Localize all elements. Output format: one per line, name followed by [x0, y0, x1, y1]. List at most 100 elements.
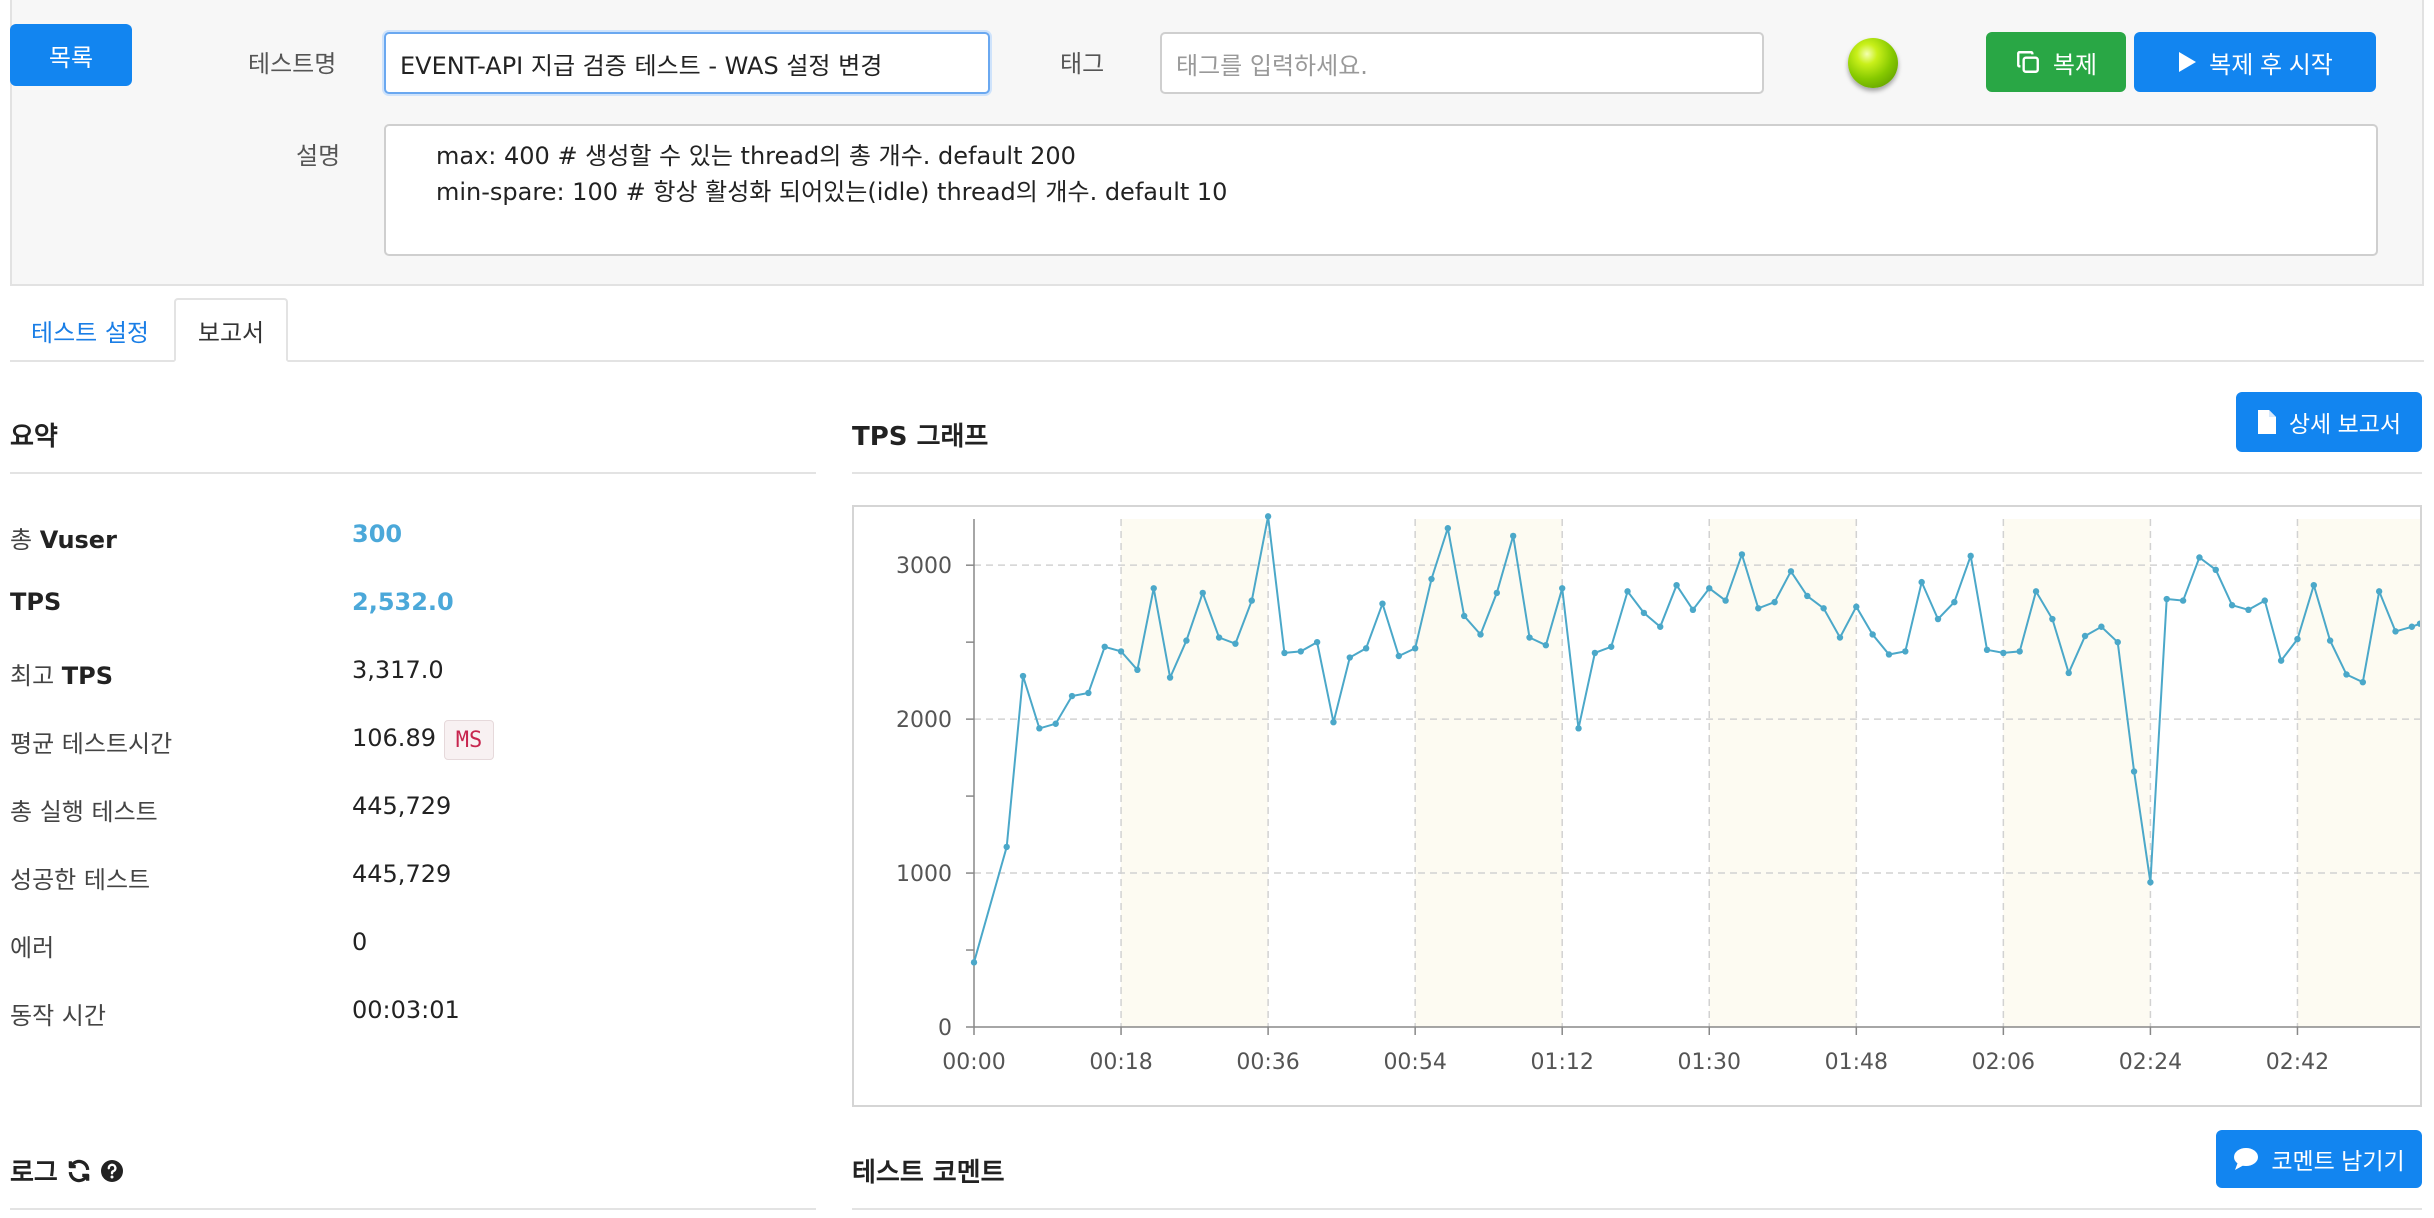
tps-data-point	[1689, 606, 1697, 614]
tps-data-point	[1346, 654, 1353, 661]
tps-data-point	[1934, 615, 1942, 623]
tab-label: 보고서	[197, 318, 265, 347]
tps-data-point	[1085, 689, 1092, 697]
tps-data-point	[2326, 637, 2334, 644]
summary-title: 요약	[10, 422, 58, 452]
tps-data-point	[2130, 768, 2138, 775]
tps-data-point	[1853, 603, 1860, 610]
clone-button[interactable]: 복제	[1986, 32, 2126, 92]
tps-data-point	[1542, 642, 1550, 649]
log-divider	[10, 1208, 816, 1210]
tps-divider	[852, 472, 2422, 474]
help-icon[interactable]	[100, 1159, 124, 1183]
detail-report-button[interactable]: 상세 보고서	[2236, 392, 2422, 452]
tps-data-point	[2245, 606, 2252, 614]
tps-data-point	[1395, 652, 1403, 660]
tps-data-point	[1967, 552, 1974, 560]
tps-data-point	[2310, 581, 2317, 589]
tps-data-point	[1755, 605, 1762, 612]
summary-label: 총 Vuser	[10, 520, 117, 555]
x-tick-label: 02:42	[2266, 1050, 2329, 1075]
tps-data-point	[2081, 632, 2089, 640]
tps-data-point	[1411, 645, 1419, 652]
tag-input[interactable]: 태그를 입력하세요.	[1160, 32, 1764, 94]
tps-data-point	[2196, 554, 2203, 561]
detail-report-label: 상세 보고서	[2288, 411, 2402, 437]
x-tick-label: 02:24	[2119, 1050, 2182, 1075]
tps-data-point	[1019, 672, 1027, 680]
tps-chart: 0 1000 2000 3000 00:00 00:18 00:36 00:54 01:12 01…	[852, 505, 2422, 1107]
tps-data-point	[2408, 623, 2416, 630]
tps-data-point	[2277, 657, 2285, 664]
tps-data-point	[1117, 648, 1125, 655]
list-button[interactable]: 목록	[10, 24, 132, 86]
play-icon	[2179, 52, 2197, 72]
tps-data-point	[2212, 566, 2219, 573]
summary-label: 총 실행 테스트	[10, 792, 158, 827]
tps-data-point	[1673, 581, 1680, 589]
tps-data-point	[2261, 597, 2268, 604]
test-name-input[interactable]: EVENT-API 지급 검증 테스트 - WAS 설정 변경	[384, 32, 990, 94]
test-name-label: 테스트명	[248, 50, 337, 78]
tps-data-point	[1869, 631, 1876, 638]
tps-data-point	[2098, 623, 2105, 630]
tps-data-point	[1836, 634, 1844, 641]
tps-data-point	[1738, 551, 1746, 558]
tps-data-point	[1902, 648, 1909, 655]
tps-data-point	[1460, 612, 1468, 620]
summary-label-text: 총	[10, 526, 40, 554]
clone-and-start-label: 복제 후 시작	[2209, 51, 2333, 79]
tag-label: 태그	[1060, 50, 1105, 78]
plot-band	[2150, 519, 2298, 1027]
tps-data-point	[1820, 605, 1827, 612]
tps-data-point	[1444, 525, 1452, 532]
tps-data-point	[1330, 719, 1337, 726]
summary-label: TPS	[10, 588, 61, 616]
plot-band	[1268, 519, 1416, 1027]
tps-data-point	[1134, 666, 1141, 674]
tps-data-point	[1052, 720, 1059, 727]
tps-data-point	[1150, 585, 1157, 592]
tps-data-point	[1624, 588, 1631, 595]
tps-data-point	[2147, 879, 2154, 886]
summary-label-text: 성공한 테스트	[10, 866, 151, 894]
comment-icon	[2234, 1148, 2259, 1170]
summary-label-text: 평균 테스트시간	[10, 730, 173, 758]
summary-value: 00:03:01	[352, 996, 460, 1024]
tab-bar-divider	[10, 360, 2424, 362]
tps-data-point	[1509, 532, 1517, 540]
summary-label: 동작 시간	[10, 996, 106, 1031]
leave-comment-button[interactable]: 코멘트 남기기	[2216, 1130, 2422, 1188]
x-tick-label: 01:30	[1678, 1050, 1741, 1075]
refresh-icon[interactable]	[66, 1158, 92, 1184]
tps-data-point	[2359, 678, 2367, 686]
plot-band	[1562, 519, 1710, 1027]
test-comment-title: 테스트 코멘트	[852, 1158, 1005, 1188]
tps-data-point	[1199, 589, 1206, 597]
tps-data-point	[2228, 602, 2236, 609]
tps-data-point	[2343, 671, 2350, 678]
x-tick-label: 00:36	[1236, 1050, 1299, 1075]
description-textarea[interactable]: max: 400 # 생성할 수 있는 thread의 총 개수. defaul…	[384, 124, 2378, 256]
summary-value: 445,729	[352, 860, 452, 888]
tab-report[interactable]: 보고서	[174, 298, 288, 362]
tps-data-point	[2375, 588, 2383, 595]
y-tick-label: 1000	[896, 862, 952, 887]
tps-data-point	[1983, 646, 1991, 654]
summary-divider	[10, 472, 816, 474]
tps-data-point	[2294, 635, 2301, 643]
summary-label-text: 동작 시간	[10, 1002, 106, 1030]
tps-data-point	[1804, 592, 1811, 600]
tab-test-settings[interactable]: 테스트 설정	[10, 298, 170, 362]
tps-data-point	[1166, 674, 1174, 681]
tps-data-point	[1885, 651, 1893, 658]
plot-band	[974, 519, 1122, 1027]
summary-label-text: 최고	[10, 662, 62, 690]
clone-and-start-button[interactable]: 복제 후 시작	[2134, 32, 2376, 92]
tps-data-point	[2016, 648, 2023, 655]
summary-value: 300	[352, 520, 403, 548]
tps-data-point	[2179, 597, 2187, 604]
tps-data-point	[1248, 597, 1255, 604]
summary-value: 0	[352, 928, 368, 956]
copy-icon	[2016, 51, 2039, 73]
